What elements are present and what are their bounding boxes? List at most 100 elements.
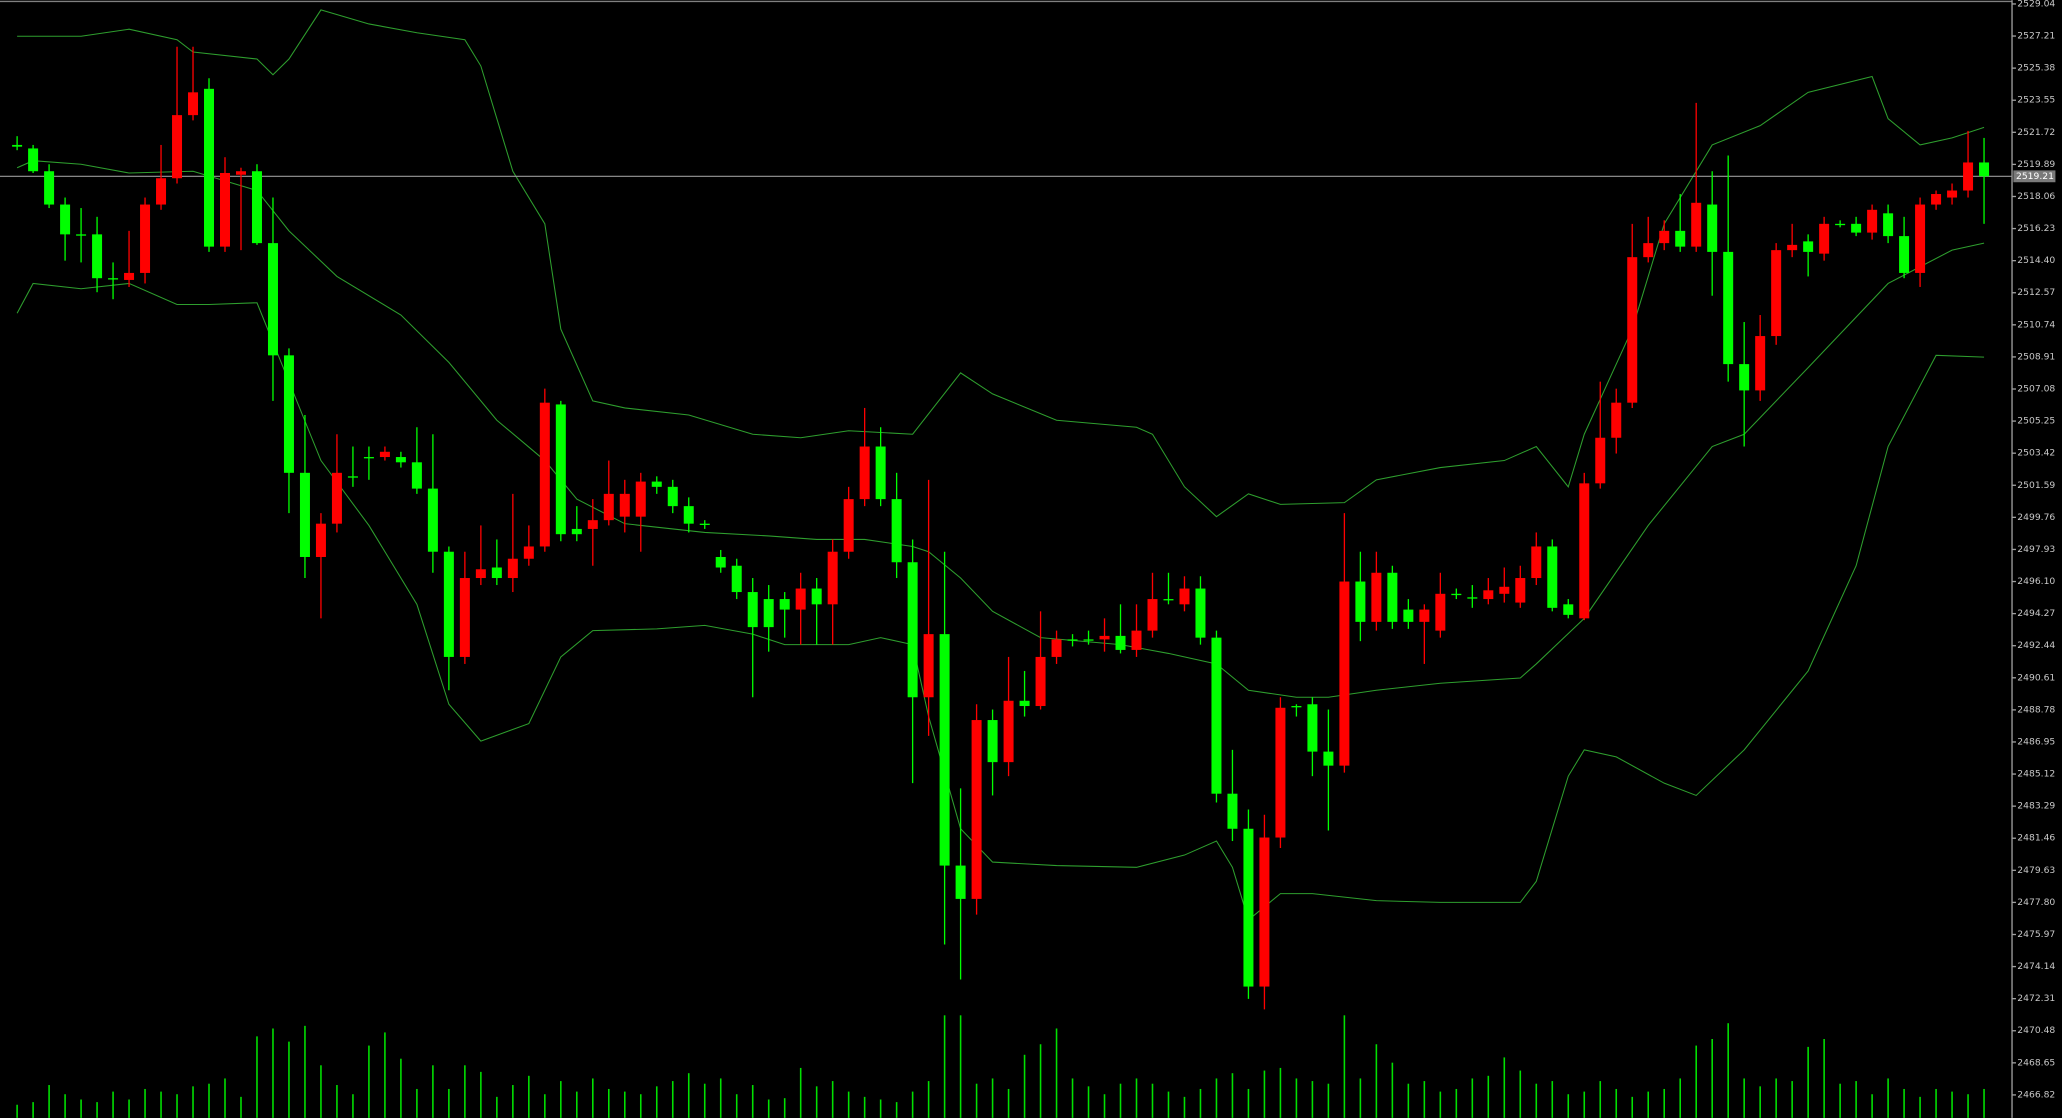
candle-body	[1771, 250, 1782, 337]
candle-body	[1323, 751, 1334, 766]
candle-body	[1691, 202, 1702, 247]
candle-body	[1883, 213, 1894, 237]
candle-body	[1115, 635, 1126, 650]
candle-body	[1083, 639, 1094, 641]
y-tick-label: 2481.46	[2017, 833, 2055, 844]
candle-body	[1307, 704, 1318, 752]
candle-body	[811, 588, 822, 605]
candle-body	[1483, 590, 1494, 600]
candle-body	[1051, 639, 1062, 657]
y-tick-label: 2512.57	[2017, 287, 2055, 298]
y-tick-label: 2479.63	[2017, 865, 2055, 876]
candle-body	[1227, 793, 1238, 829]
candle-body	[1819, 223, 1830, 254]
candle-body	[763, 599, 774, 628]
candle-body	[1547, 546, 1558, 608]
candle-body	[28, 148, 39, 172]
y-tick-label: 2503.42	[2017, 448, 2055, 459]
y-tick-label: 2470.48	[2017, 1025, 2055, 1036]
current-price-label: 2519.21	[2016, 171, 2054, 182]
candle-body	[1067, 639, 1078, 641]
candle-body	[859, 446, 870, 500]
candle-body	[1099, 635, 1110, 640]
y-tick-label: 2501.59	[2017, 480, 2055, 491]
y-tick-label: 2466.82	[2017, 1089, 2055, 1100]
y-tick-label: 2475.97	[2017, 929, 2055, 940]
candle-body	[1003, 700, 1014, 763]
candle-body	[299, 472, 310, 557]
candle-body	[172, 115, 183, 179]
candle-body	[108, 278, 119, 280]
candle-body	[1931, 194, 1942, 205]
y-tick-label: 2510.74	[2017, 319, 2055, 330]
candle-body	[459, 578, 470, 657]
candle-body	[1019, 700, 1030, 707]
candle-body	[635, 481, 646, 517]
candle-body	[1531, 546, 1542, 579]
candle-body	[315, 523, 326, 557]
y-tick-label: 2468.65	[2017, 1057, 2055, 1068]
y-tick-label: 2523.55	[2017, 95, 2055, 106]
candle-body	[955, 865, 966, 899]
candle-body	[1243, 828, 1254, 987]
candle-body	[843, 499, 854, 552]
candle-body	[715, 556, 726, 568]
candle-body	[1467, 597, 1478, 599]
candle-body	[907, 562, 918, 698]
y-tick-label: 2505.25	[2017, 416, 2055, 427]
y-tick-label: 2483.29	[2017, 801, 2055, 812]
y-tick-label: 2496.10	[2017, 576, 2055, 587]
candle-body	[747, 592, 758, 628]
y-tick-label: 2472.31	[2017, 993, 2055, 1004]
candle-body	[12, 144, 23, 147]
candle-body	[1723, 251, 1734, 365]
candle-body	[971, 720, 982, 899]
y-tick-label: 2474.14	[2017, 961, 2055, 972]
candle-body	[379, 451, 390, 458]
candle-body	[1339, 581, 1350, 766]
candle-body	[1499, 586, 1510, 594]
candle-body	[827, 551, 838, 605]
candle-body	[1579, 483, 1590, 619]
candle-body	[1163, 599, 1174, 601]
candle-body	[1355, 581, 1366, 622]
candle-body	[395, 457, 406, 463]
candle-body	[60, 204, 71, 235]
candle-body	[699, 523, 710, 525]
candle-body	[1979, 162, 1990, 177]
y-tick-label: 2488.78	[2017, 704, 2055, 715]
candle-body	[1595, 437, 1606, 484]
candle-body	[1739, 364, 1750, 391]
candle-body	[1275, 707, 1286, 838]
y-tick-label: 2521.72	[2017, 127, 2055, 138]
candle-body	[587, 520, 598, 529]
y-tick-label: 2486.95	[2017, 736, 2055, 747]
candle-body	[1435, 593, 1446, 631]
y-tick-label: 2525.38	[2017, 63, 2055, 74]
candle-body	[443, 551, 454, 657]
candle-body	[1707, 204, 1718, 252]
candle-body	[555, 404, 566, 535]
candle-body	[1035, 656, 1046, 707]
candle-body	[1867, 209, 1878, 233]
candle-body	[779, 599, 790, 610]
candle-body	[571, 528, 582, 535]
candle-body	[523, 546, 534, 559]
candle-body	[1643, 243, 1654, 258]
candle-body	[795, 588, 806, 610]
candle-body	[235, 171, 246, 175]
y-tick-label: 2499.76	[2017, 512, 2055, 523]
candle-body	[331, 472, 342, 524]
candle-body	[1835, 223, 1846, 226]
candle-body	[1387, 572, 1398, 622]
y-tick-label: 2485.12	[2017, 769, 2055, 780]
candle-body	[987, 720, 998, 763]
candle-body	[1611, 402, 1622, 438]
candle-body	[76, 234, 87, 236]
candle-body	[1963, 162, 1974, 191]
candle-body	[1659, 230, 1670, 244]
y-tick-label: 2497.93	[2017, 544, 2055, 555]
candle-body	[731, 565, 742, 593]
candle-body	[267, 243, 278, 356]
